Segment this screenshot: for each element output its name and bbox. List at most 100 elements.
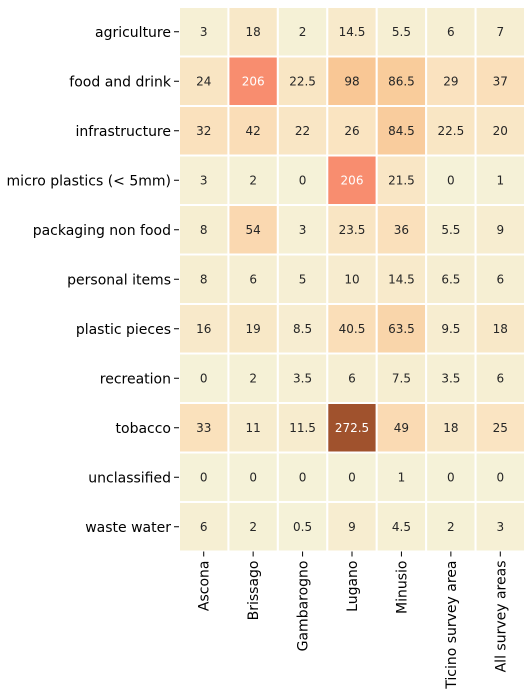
cell-value-label: 63.5 [388, 322, 415, 336]
cell-value-label: 7 [496, 25, 504, 39]
cell-value-label: 8 [200, 272, 208, 286]
heatmap-cell [375, 352, 428, 404]
cell-value-label: 6 [496, 371, 504, 385]
cell-value-label: 6 [496, 272, 504, 286]
cell-value-label: 42 [246, 124, 261, 138]
heatmap-cell [178, 204, 230, 256]
cell-value-label: 2 [249, 371, 257, 385]
cell-value-label: 18 [443, 421, 458, 435]
cell-value-label: 206 [341, 173, 364, 187]
cell-value-label: 5 [299, 272, 307, 286]
heatmap-cell [276, 402, 329, 454]
cell-value-label: 33 [196, 421, 211, 435]
row-label: tobacco [116, 421, 171, 437]
cell-value-label: 16 [196, 322, 211, 336]
heatmap-cell [276, 55, 329, 107]
heatmap-cell [474, 55, 527, 107]
row-label: agriculture [95, 25, 171, 41]
heatmap-cell [474, 451, 527, 503]
cell-value-label: 22 [295, 124, 310, 138]
cell-value-label: 0 [299, 470, 307, 484]
cell-value-label: 84.5 [388, 124, 415, 138]
heatmap-cell [326, 501, 378, 553]
row-label: plastic pieces [76, 322, 171, 338]
cell-value-label: 49 [394, 421, 409, 435]
heatmap-cell [227, 253, 279, 305]
cell-value-label: 3 [200, 25, 208, 39]
heatmap-cell [474, 352, 527, 404]
row-label: infrastructure [75, 124, 171, 140]
cell-value-label: 14.5 [339, 25, 366, 39]
cell-value-label: 40.5 [339, 322, 366, 336]
cell-value-label: 6 [200, 520, 208, 534]
heatmap-cell [326, 303, 378, 355]
cell-value-label: 0 [447, 470, 455, 484]
cell-value-label: 5.5 [392, 25, 411, 39]
cell-value-label: 2 [299, 25, 307, 39]
heatmap-cell [375, 451, 428, 503]
heatmap-cell [178, 154, 230, 206]
cell-value-label: 3 [496, 520, 504, 534]
cell-value-label: 2 [447, 520, 455, 534]
cell-value-label: 11 [246, 421, 261, 435]
row-label: personal items [67, 272, 171, 288]
heatmap-cell [276, 303, 329, 355]
cell-value-label: 19 [246, 322, 261, 336]
heatmap-cell [227, 501, 279, 553]
heatmap-cell [276, 501, 329, 553]
cell-value-label: 9.5 [441, 322, 460, 336]
heatmap-cell [425, 105, 477, 157]
cell-value-label: 18 [493, 322, 508, 336]
cell-value-label: 0 [447, 173, 455, 187]
cell-value-label: 0 [348, 470, 356, 484]
cell-value-label: 3.5 [441, 371, 460, 385]
cell-value-label: 9 [348, 520, 356, 534]
heatmap-cell [425, 154, 477, 206]
cell-value-label: 8 [200, 223, 208, 237]
cell-value-label: 6 [447, 25, 455, 39]
row-label: recreation [100, 371, 171, 387]
cell-value-label: 22.5 [289, 74, 316, 88]
cell-value-label: 25 [493, 421, 508, 435]
column-label: Brissago [246, 561, 262, 621]
cell-value-label: 1 [496, 173, 504, 187]
heatmap-cell [227, 154, 279, 206]
cell-value-label: 3 [299, 223, 307, 237]
cell-value-label: 8.5 [293, 322, 312, 336]
cell-value-label: 37 [493, 74, 508, 88]
cell-value-label: 9 [496, 223, 504, 237]
cell-value-label: 0 [299, 173, 307, 187]
row-label: waste water [85, 520, 171, 536]
cell-value-label: 32 [196, 124, 211, 138]
heatmap-cell [425, 451, 477, 503]
row-label: food and drink [69, 74, 172, 90]
cell-value-label: 4.5 [392, 520, 411, 534]
cell-value-label: 6.5 [441, 272, 460, 286]
cell-value-label: 6 [249, 272, 257, 286]
cell-value-label: 7.5 [392, 371, 411, 385]
cell-value-label: 21.5 [388, 173, 415, 187]
column-label: Gambarogno [296, 561, 312, 652]
column-label: Ticino survey area [444, 561, 460, 690]
heatmap-cell [474, 501, 527, 553]
cell-value-label: 98 [344, 74, 359, 88]
cell-value-label: 0 [200, 371, 208, 385]
row-label: unclassified [88, 470, 171, 486]
cell-value-label: 23.5 [339, 223, 366, 237]
cell-value-label: 1 [398, 470, 406, 484]
cell-value-label: 3.5 [293, 371, 312, 385]
cell-value-label: 20 [493, 124, 508, 138]
heatmap-cell [178, 253, 230, 305]
heatmap-cell [425, 6, 477, 58]
row-labels: agriculture food and drink infrastructure m… [7, 25, 179, 536]
cell-value-label: 36 [394, 223, 409, 237]
cell-value-label: 11.5 [289, 421, 316, 435]
column-label: Ascona [197, 561, 213, 612]
row-label: packaging non food [33, 223, 171, 239]
column-labels: Ascona Brissago Gambarogno Lugano Minusio Tic… [197, 551, 509, 690]
cell-value-label: 0 [249, 470, 257, 484]
cell-value-label: 3 [200, 173, 208, 187]
heatmap-cell [326, 352, 378, 404]
